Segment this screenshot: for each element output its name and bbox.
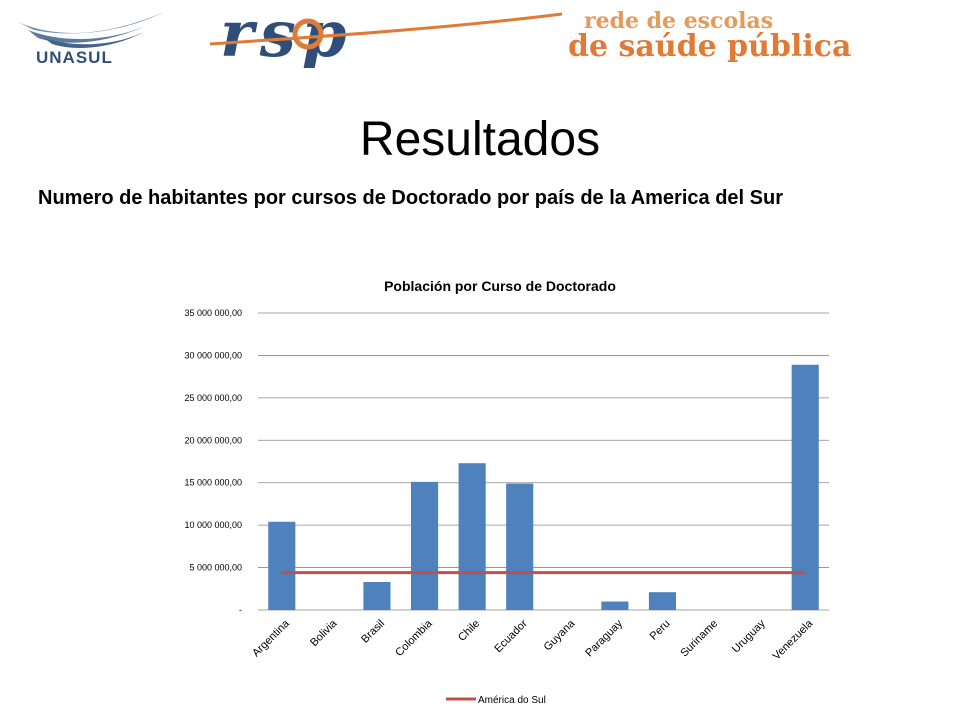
x-tick-label: Brasil: [359, 618, 387, 646]
bar-peru: [648, 592, 677, 610]
y-tick-label: 35 000 000,00: [184, 308, 242, 318]
chart-legend: América do Sul: [446, 695, 546, 706]
rsp-tagline: rede de escolas de saúde pública: [568, 10, 958, 62]
bar-argentina: [268, 521, 296, 610]
slide-title: Resultados: [359, 113, 601, 166]
x-tick-label: Guyana: [542, 617, 578, 653]
tagline-line-2: de saúde pública: [568, 29, 852, 64]
bar-venezuela: [791, 364, 819, 610]
x-tick-label: Ecuador: [492, 617, 530, 655]
x-tick-label: Paraguay: [583, 617, 625, 659]
bar-chart: Población por Curso de Doctorado - 5 000 …: [184, 278, 829, 706]
unasul-bird-icon: [18, 12, 164, 48]
y-axis-tick-labels: - 5 000 000,00 10 000 000,00 15 000 000,00 2…: [184, 308, 242, 615]
unasul-wordmark: UNASUL: [36, 48, 113, 67]
bar-ecuador: [506, 483, 534, 610]
legend-label: América do Sul: [478, 695, 546, 706]
x-tick-label: Chile: [456, 618, 482, 644]
x-tick-label: Uruguay: [730, 617, 768, 655]
y-tick-label: 10 000 000,00: [184, 520, 242, 530]
tagline-line-1: rede de escolas: [584, 8, 774, 34]
gridlines: [258, 312, 829, 611]
x-tick-label: Argentina: [250, 617, 292, 659]
slide-header: UNASUL rsp rede de escolas de saúde públ…: [0, 0, 960, 80]
x-tick-label: Venezuela: [771, 617, 816, 662]
y-tick-label: 5 000 000,00: [189, 563, 242, 573]
bar-chile: [458, 463, 486, 610]
y-tick-label: 25 000 000,00: [184, 393, 242, 403]
x-tick-label: Colombia: [393, 617, 435, 659]
bar-series: [268, 364, 819, 610]
bar-brasil: [363, 581, 391, 610]
rsp-logo: rsp: [209, 0, 570, 72]
chart-title: Población por Curso de Doctorado: [384, 278, 616, 294]
y-tick-label: 30 000 000,00: [184, 350, 242, 360]
bar-colombia: [410, 481, 439, 610]
slide-subtitle: Numero de habitantes por cursos de Docto…: [38, 187, 783, 209]
y-tick-label: 15 000 000,00: [184, 478, 242, 488]
chart-area: Población por Curso de Doctorado - 5 000 …: [0, 262, 960, 720]
y-tick-label: 20 000 000,00: [184, 435, 242, 445]
y-tick-label: -: [239, 605, 242, 615]
x-tick-label: Suriname: [678, 618, 720, 660]
x-tick-label: Peru: [648, 618, 673, 643]
x-tick-label: Bolivia: [308, 617, 340, 649]
unasul-logo: UNASUL: [14, 8, 174, 68]
x-axis-tick-labels: Argentina Bolivia Brasil Colombia Chile Ecuad…: [250, 617, 816, 662]
bar-paraguay: [601, 601, 629, 610]
